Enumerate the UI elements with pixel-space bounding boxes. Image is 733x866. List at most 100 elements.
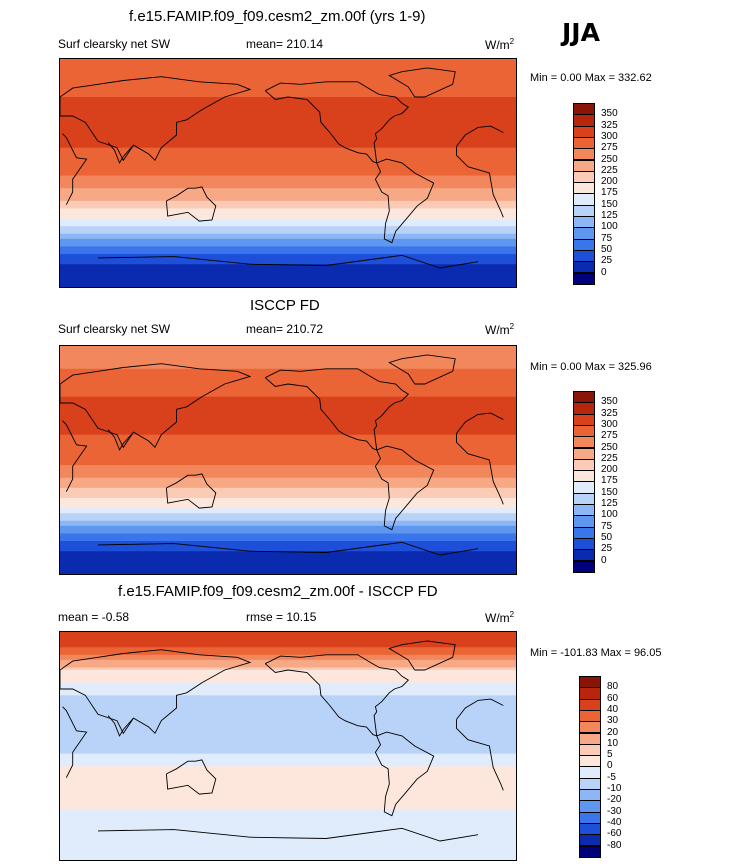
panel-3-colorbar-tick-label: -10	[607, 783, 622, 794]
panel-2-latitude-band	[60, 551, 516, 555]
panel-1-coastline	[107, 142, 134, 164]
panel-1-title: f.e15.FAMIP.f09_f09.cesm2_zm.00f (yrs 1-…	[129, 8, 426, 25]
panel-3-latitude-band	[60, 857, 516, 860]
panel-3-latitude-band	[60, 659, 516, 663]
panel-1-coastline	[62, 133, 88, 205]
panel-3-units: W/m2	[485, 610, 515, 625]
panel-2-latitude-band	[60, 472, 516, 476]
panel-3-latitude-band	[60, 756, 516, 760]
panel-2-colorbar-tick-label: 350	[601, 396, 618, 408]
panel-1-latitude-band	[60, 64, 516, 68]
panel-3-latitude-band	[60, 672, 516, 676]
panel-2-latitude-band	[60, 346, 516, 350]
panel-2-coastline	[264, 368, 410, 451]
panel-1-coastline	[249, 254, 479, 269]
panel-2-latitude-band	[60, 500, 516, 504]
panel-1-latitude-band	[60, 251, 516, 255]
panel-3-title: f.e15.FAMIP.f09_f09.cesm2_zm.00f - ISCCP…	[118, 583, 438, 600]
panel-3-latitude-band	[60, 794, 516, 798]
panel-3-latitude-band	[60, 806, 516, 810]
panel-3-latitude-band	[60, 766, 516, 770]
panel-2-latitude-band	[60, 480, 516, 484]
panel-1-units: W/m2	[485, 37, 515, 52]
panel-1-latitude-band	[60, 259, 516, 263]
panel-1-coastline	[374, 158, 435, 244]
panel-3-latitude-band	[60, 697, 516, 701]
panel-2-latitude-band	[60, 520, 516, 524]
panel-1-latitude-band	[60, 99, 516, 103]
panel-2-latitude-band	[60, 442, 516, 446]
panel-1-latitude-band	[60, 107, 516, 111]
panel-2-latitude-band	[60, 566, 516, 570]
panel-2-latitude-band	[60, 437, 516, 441]
panel-3-colorbar-tick-label: -60	[607, 828, 622, 840]
panel-1-latitude-band	[60, 261, 516, 265]
panel-2-coastline	[249, 541, 479, 556]
panel-1-latitude-band	[60, 127, 516, 131]
panel-1-latitude-band	[60, 276, 516, 280]
panel-1-latitude-band	[60, 231, 516, 235]
panel-3-coastline	[249, 827, 479, 842]
panel-1-latitude-band	[60, 129, 516, 134]
panel-1-latitude-band	[60, 175, 516, 179]
panel-3-latitude-band	[60, 847, 516, 851]
panel-1-latitude-band	[60, 264, 516, 268]
panel-1-latitude-band	[60, 221, 516, 225]
panel-1-latitude-band	[60, 86, 516, 90]
panel-1-latitude-band	[60, 94, 516, 98]
panel-2-latitude-band	[60, 556, 516, 560]
panel-1-coastline	[97, 256, 251, 265]
panel-2-latitude-band	[60, 361, 516, 365]
panel-3-latitude-band	[60, 642, 516, 646]
panel-3-latitude-band	[60, 751, 516, 755]
panel-2-latitude-band	[60, 508, 516, 512]
panel-1-latitude-band	[60, 223, 516, 227]
panel-1-latitude-band	[60, 228, 516, 232]
panel-3-coastline	[107, 715, 134, 737]
panel-3-latitude-band	[60, 809, 516, 813]
panel-3-latitude-band	[60, 652, 516, 656]
panel-1-latitude-band	[60, 274, 516, 278]
panel-2-colorbar-tick-label: 100	[601, 509, 618, 521]
panel-1-latitude-band	[60, 117, 516, 121]
panel-3-latitude-band	[60, 801, 516, 805]
panel-1-latitude-band	[60, 243, 516, 248]
panel-2-latitude-band	[60, 541, 516, 545]
panel-3-latitude-band	[60, 667, 516, 671]
panel-1-latitude-band	[60, 132, 516, 136]
panel-3-latitude-band	[60, 735, 516, 739]
panel-1-latitude-band	[60, 178, 516, 182]
panel-1-latitude-band	[60, 59, 516, 63]
panel-1-variable-label: Surf clearsky net SW	[58, 37, 171, 51]
panel-1-latitude-band	[60, 205, 516, 210]
panel-2-latitude-band	[60, 503, 516, 507]
panel-2-colorbar-tick-label: 125	[601, 498, 618, 509]
panel-2-latitude-band	[60, 419, 516, 423]
panel-3-latitude-band	[60, 702, 516, 707]
panel-2-latitude-band	[60, 510, 516, 514]
panel-2-latitude-band	[60, 467, 516, 471]
panel-1-latitude-band	[60, 193, 516, 197]
panel-2-latitude-band	[60, 495, 516, 499]
panel-2-title: ISCCP FD	[250, 297, 320, 314]
panel-3-latitude-band	[60, 827, 516, 831]
panel-1-colorbar-tick-label: 275	[601, 142, 618, 154]
panel-2-colorbar-tick-label: 275	[601, 430, 618, 442]
panel-1-latitude-band	[60, 183, 516, 187]
panel-3-latitude-band	[60, 639, 516, 643]
panel-3-latitude-band	[60, 738, 516, 742]
panel-3-coastline	[97, 829, 251, 838]
panel-1-latitude-band	[60, 104, 516, 108]
panel-3-latitude-band	[60, 690, 516, 694]
panel-3-latitude-band	[60, 657, 516, 661]
panel-3-latitude-band	[60, 733, 516, 737]
panel-1-latitude-band	[60, 66, 516, 70]
panel-2-latitude-band	[60, 563, 516, 567]
panel-2-map	[59, 345, 517, 575]
panel-2-latitude-band	[60, 401, 516, 405]
panel-3-colorbar-tick-label: -20	[607, 794, 622, 806]
panel-2-latitude-band	[60, 548, 516, 552]
panel-2-latitude-band	[60, 482, 516, 486]
panel-2-latitude-band	[60, 414, 516, 418]
panel-3-latitude-band	[60, 644, 516, 648]
